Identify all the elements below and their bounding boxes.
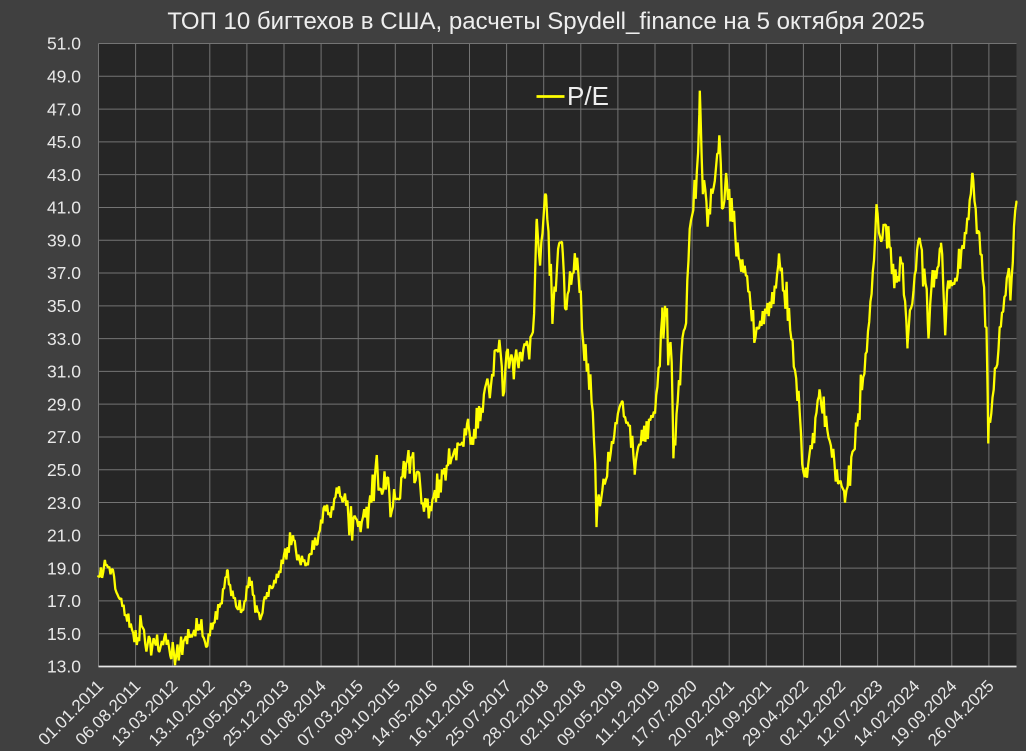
svg-text:17.0: 17.0	[47, 591, 81, 611]
svg-text:41.0: 41.0	[47, 198, 81, 218]
svg-text:39.0: 39.0	[47, 230, 81, 250]
svg-text:19.0: 19.0	[47, 558, 81, 578]
svg-text:47.0: 47.0	[47, 99, 81, 119]
svg-text:25.0: 25.0	[47, 460, 81, 480]
svg-text:P/E: P/E	[567, 81, 609, 111]
svg-text:31.0: 31.0	[47, 362, 81, 382]
svg-text:13.0: 13.0	[47, 657, 81, 677]
svg-text:51.0: 51.0	[47, 34, 81, 54]
svg-text:45.0: 45.0	[47, 132, 81, 152]
svg-text:49.0: 49.0	[47, 67, 81, 87]
svg-text:27.0: 27.0	[47, 427, 81, 447]
svg-text:21.0: 21.0	[47, 526, 81, 546]
svg-text:43.0: 43.0	[47, 165, 81, 185]
svg-text:29.0: 29.0	[47, 394, 81, 414]
svg-text:15.0: 15.0	[47, 624, 81, 644]
svg-text:ТОП 10 бигтехов в США, расчеты: ТОП 10 бигтехов в США, расчеты Spydell_f…	[167, 8, 924, 35]
svg-text:23.0: 23.0	[47, 493, 81, 513]
svg-text:33.0: 33.0	[47, 329, 81, 349]
svg-text:37.0: 37.0	[47, 263, 81, 283]
svg-text:35.0: 35.0	[47, 296, 81, 316]
